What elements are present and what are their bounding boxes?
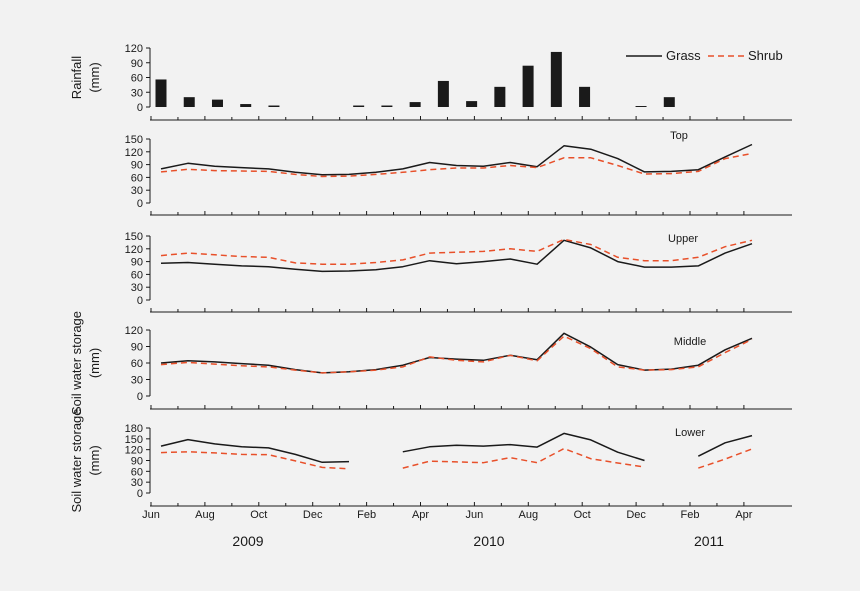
rainfall-bar (663, 97, 675, 107)
y-tick-label: 60 (131, 358, 143, 370)
y-tick-label: 0 (137, 198, 143, 210)
x-tick-label: Apr (735, 509, 752, 521)
rainfall-bar (211, 99, 223, 107)
y-tick-label: 0 (137, 295, 143, 307)
series-line-grass-lower (697, 434, 753, 457)
year-label: 2010 (473, 533, 504, 549)
panel-title-lower: Lower (675, 427, 705, 439)
x-tick-label: Jun (142, 509, 160, 521)
rainfall-bar (635, 106, 647, 107)
y-axis-title: Soil water storage (69, 408, 84, 512)
series-line-grass-lower (160, 438, 350, 464)
y-tick-label: 30 (131, 375, 143, 387)
y-tick-label: 60 (131, 269, 143, 281)
rainfall-bar (240, 104, 252, 107)
y-tick-label: 30 (131, 87, 143, 99)
y-tick-label: 90 (131, 342, 143, 354)
y-tick-label: 150 (125, 134, 143, 146)
rainfall-bar (155, 79, 167, 107)
year-label: 2011 (694, 533, 724, 549)
y-tick-label: 120 (125, 147, 143, 159)
series-line-shrub-middle (160, 335, 753, 374)
series-line-shrub-lower (402, 447, 645, 469)
y-tick-label: 150 (125, 231, 143, 243)
series-line-grass-middle (160, 332, 753, 374)
y-tick-label: 30 (131, 185, 143, 197)
rainfall-bar (437, 80, 449, 107)
y-tick-label: 30 (131, 477, 143, 489)
y-tick-label: 60 (131, 466, 143, 478)
rainfall-bar (466, 101, 478, 107)
rainfall-bar (409, 102, 421, 107)
x-tick-label: Feb (681, 509, 700, 521)
y-tick-label: 90 (131, 257, 143, 269)
panel-title-upper: Upper (668, 233, 698, 245)
y-tick-label: 120 (125, 445, 143, 457)
y-tick-label: 90 (131, 160, 143, 172)
rainfall-bar (353, 105, 365, 107)
x-tick-label: Apr (412, 509, 429, 521)
y-tick-label: 60 (131, 172, 143, 184)
x-tick-label: Aug (195, 509, 215, 521)
y-tick-label: 0 (137, 102, 143, 114)
rainfall-bar (550, 51, 562, 107)
legend-label-grass: Grass (666, 48, 701, 63)
x-tick-label: Oct (250, 509, 267, 521)
x-tick-label: Dec (303, 509, 323, 521)
rainfall-bar (494, 86, 506, 107)
year-label: 2009 (232, 533, 263, 549)
rainfall-bar (381, 105, 393, 107)
x-tick-label: Oct (574, 509, 591, 521)
panel-title-top: Top (670, 130, 688, 142)
panel-title-middle: Middle (674, 336, 706, 348)
y-tick-label: 120 (125, 325, 143, 337)
y-axis-title: (mm) (87, 445, 102, 475)
x-tick-label: Dec (626, 509, 646, 521)
y-tick-label: 0 (137, 488, 143, 500)
y-tick-label: 60 (131, 73, 143, 85)
y-axis-title: Soil water storage (69, 311, 84, 415)
rainfall-bar (268, 105, 280, 107)
series-line-grass-lower (402, 432, 645, 462)
series-line-grass-upper (160, 239, 753, 273)
x-tick-label: Jun (466, 509, 484, 521)
series-line-shrub-upper (160, 238, 753, 265)
y-tick-label: 120 (125, 43, 143, 55)
rainfall-bar (522, 65, 534, 107)
y-tick-label: 180 (125, 423, 143, 435)
y-axis-title: (mm) (87, 348, 102, 378)
series-line-shrub-lower (160, 451, 350, 470)
y-tick-label: 90 (131, 58, 143, 70)
y-tick-label: 90 (131, 456, 143, 468)
legend-label-shrub: Shrub (748, 48, 783, 63)
x-tick-label: Aug (519, 509, 539, 521)
y-axis-title: (mm) (87, 62, 102, 92)
y-tick-label: 150 (125, 434, 143, 446)
series-line-grass-top (160, 143, 753, 176)
rainfall-bar (183, 97, 195, 107)
x-tick-label: Feb (357, 509, 376, 521)
rainfall-bar (579, 86, 591, 107)
y-tick-label: 120 (125, 244, 143, 256)
y-tick-label: 0 (137, 391, 143, 403)
y-axis-title: Rainfall (69, 56, 84, 99)
y-tick-label: 30 (131, 282, 143, 294)
